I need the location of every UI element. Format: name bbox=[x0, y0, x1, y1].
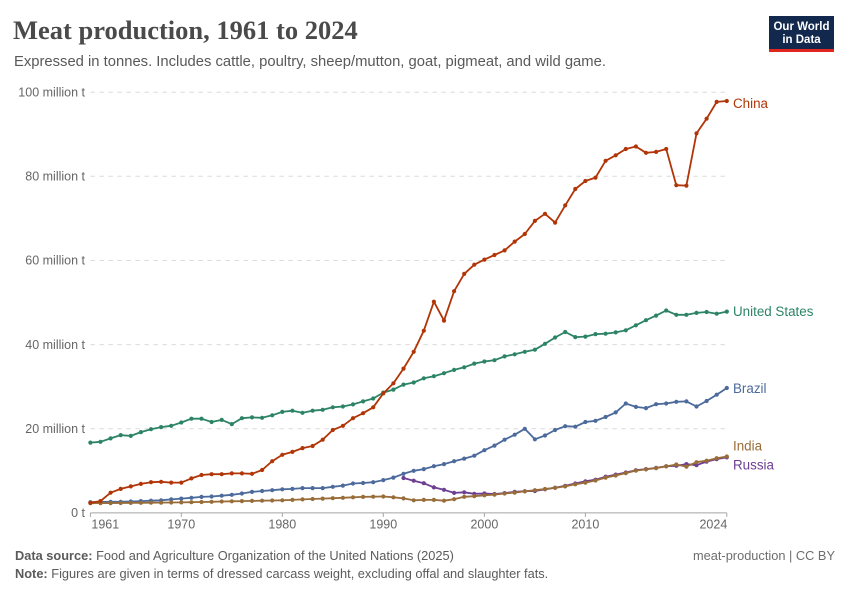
svg-text:China: China bbox=[733, 96, 769, 111]
svg-text:40 million t: 40 million t bbox=[25, 338, 85, 352]
svg-text:2010: 2010 bbox=[571, 518, 599, 532]
svg-text:1980: 1980 bbox=[268, 518, 296, 532]
svg-text:1961: 1961 bbox=[91, 518, 119, 532]
svg-text:Brazil: Brazil bbox=[733, 381, 767, 396]
svg-text:United States: United States bbox=[733, 304, 814, 319]
svg-text:20 million t: 20 million t bbox=[25, 422, 85, 436]
svg-text:100 million t: 100 million t bbox=[18, 85, 85, 99]
svg-text:Russia: Russia bbox=[733, 458, 774, 473]
svg-text:2024: 2024 bbox=[699, 518, 727, 532]
svg-text:1970: 1970 bbox=[167, 518, 195, 532]
svg-text:0 t: 0 t bbox=[71, 506, 85, 520]
svg-text:80 million t: 80 million t bbox=[25, 170, 85, 184]
svg-text:India: India bbox=[733, 438, 763, 453]
svg-text:60 million t: 60 million t bbox=[25, 254, 85, 268]
svg-text:2000: 2000 bbox=[470, 518, 498, 532]
svg-text:1990: 1990 bbox=[369, 518, 397, 532]
